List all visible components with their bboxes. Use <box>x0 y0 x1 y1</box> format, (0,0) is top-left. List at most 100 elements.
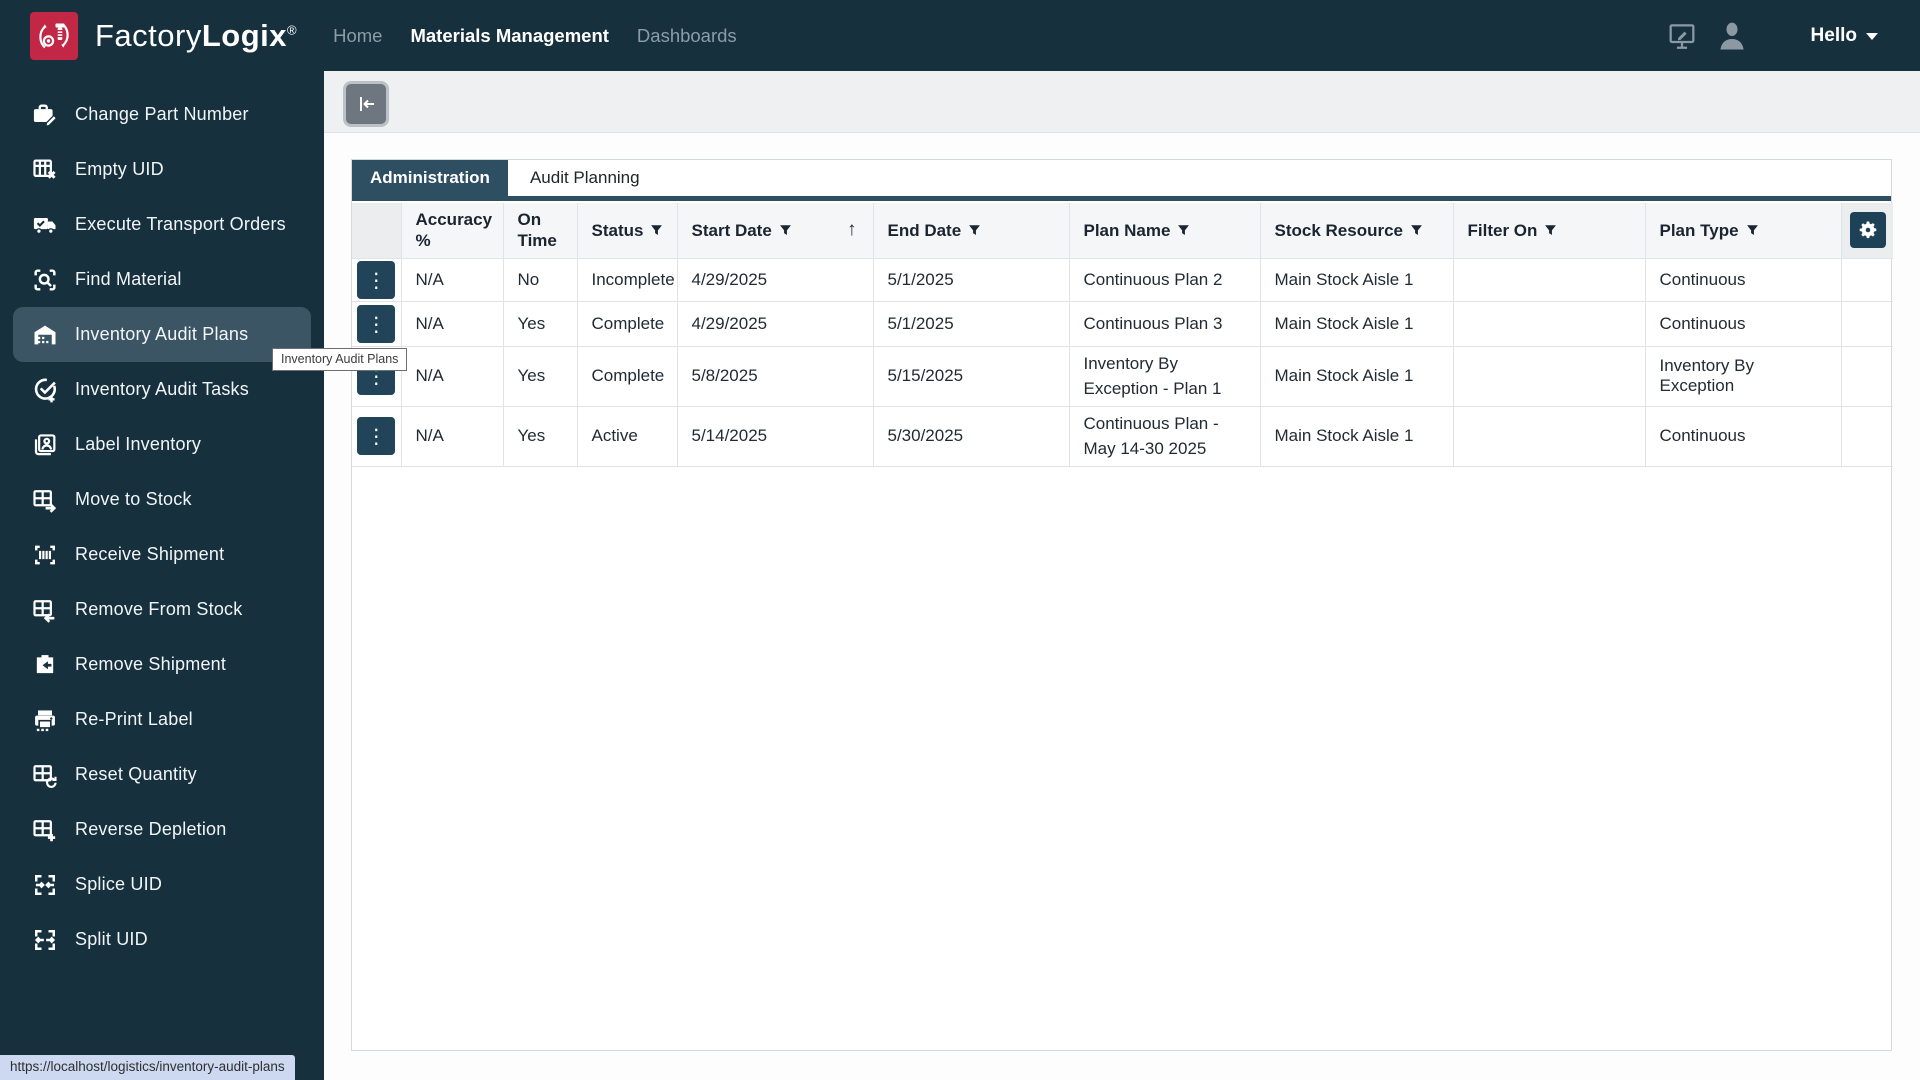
sidebar-item-change-part-number[interactable]: Change Part Number <box>13 87 311 142</box>
column-header-status[interactable]: Status <box>577 203 678 259</box>
sidebar-item-inventory-audit-tasks[interactable]: Inventory Audit Tasks <box>13 362 311 417</box>
column-header-plan-type[interactable]: Plan Type <box>1645 203 1842 259</box>
cell-plan-name: Continuous Plan - May 14-30 2025 <box>1069 406 1261 467</box>
sidebar-item-remove-shipment[interactable]: Remove Shipment <box>13 637 311 692</box>
sidebar-item-label-inventory[interactable]: Label Inventory <box>13 417 311 472</box>
sidebar-item-splice-uid[interactable]: Splice UID <box>13 857 311 912</box>
cell-start-date: 5/8/2025 <box>677 346 874 407</box>
sidebar-item-label: Inventory Audit Tasks <box>75 379 249 399</box>
header-column-settings <box>1841 203 1893 259</box>
row-actions-cell: ⋮ <box>352 301 402 347</box>
cell-filter-on <box>1453 301 1646 347</box>
cell-accuracy: N/A <box>401 406 504 467</box>
column-header-label: Stock Resource <box>1274 220 1404 240</box>
scan-barcode-icon <box>30 540 60 570</box>
gear-icon <box>1859 221 1877 239</box>
sidebar-item-label: Empty UID <box>75 159 164 179</box>
cell-status: Active <box>577 406 678 467</box>
cell-on-time: No <box>503 258 578 302</box>
filter-funnel-icon[interactable] <box>1746 224 1759 237</box>
cell-stock-resource: Main Stock Aisle 1 <box>1260 301 1454 347</box>
column-header-stock-resource[interactable]: Stock Resource <box>1260 203 1454 259</box>
empty-cell <box>1841 346 1893 407</box>
nav-item-home[interactable]: Home <box>333 24 383 46</box>
caret-down-icon <box>1866 33 1878 40</box>
cell-start-date: 4/29/2025 <box>677 258 874 302</box>
user-menu[interactable]: Hello <box>1811 25 1878 47</box>
empty-cell <box>1841 301 1893 347</box>
inventory-audit-plans-panel: Administration Audit Planning Accuracy %… <box>351 159 1893 1051</box>
factorylogix-logo-icon[interactable] <box>30 11 78 60</box>
brand-name: FactoryLogix® <box>95 17 298 53</box>
cell-filter-on <box>1453 406 1646 467</box>
row-menu-button[interactable]: ⋮ <box>357 417 396 455</box>
table-row[interactable]: ⋮ N/A Yes Active 5/14/2025 5/30/2025 Continuou… <box>352 406 1893 467</box>
row-menu-button[interactable]: ⋮ <box>357 260 396 299</box>
user-greeting: Hello <box>1810 24 1857 46</box>
scan-search-icon <box>30 265 60 295</box>
filter-funnel-icon[interactable] <box>650 224 663 237</box>
sidebar-item-re-print-label[interactable]: Re-Print Label <box>13 692 311 747</box>
cell-on-time: Yes <box>503 346 578 407</box>
sidebar-item-label: Reset Quantity <box>75 764 197 784</box>
badge-card-icon <box>30 430 60 460</box>
sidebar-item-label: Find Material <box>75 269 182 289</box>
column-header-filter-on[interactable]: Filter On <box>1453 203 1646 259</box>
tab-audit-planning[interactable]: Audit Planning <box>529 168 640 187</box>
tab-administration[interactable]: Administration <box>352 160 508 196</box>
filter-funnel-icon[interactable] <box>779 224 792 237</box>
top-bar-right: Hello <box>1649 19 1920 53</box>
sidebar-item-execute-transport-orders[interactable]: Execute Transport Orders <box>13 197 311 252</box>
empty-cell <box>1841 406 1893 467</box>
column-header-label: Start Date <box>691 220 772 240</box>
column-header-label: On Time <box>517 210 557 251</box>
cell-plan-type: Continuous <box>1645 301 1842 347</box>
sidebar-item-remove-from-stock[interactable]: Remove From Stock <box>13 582 311 637</box>
nav-item-dashboards[interactable]: Dashboards <box>636 24 737 46</box>
table-row[interactable]: ⋮ N/A Yes Complete 4/29/2025 5/1/2025 Continuo… <box>352 301 1893 347</box>
filter-funnel-icon[interactable] <box>968 224 981 237</box>
filter-funnel-icon[interactable] <box>1544 224 1557 237</box>
cell-start-date: 5/14/2025 <box>677 406 874 467</box>
sidebar-tooltip: Inventory Audit Plans <box>272 348 408 371</box>
empty-cell <box>1841 258 1893 302</box>
column-header-plan-name[interactable]: Plan Name <box>1069 203 1261 259</box>
sidebar-item-empty-uid[interactable]: Empty UID <box>13 142 311 197</box>
sidebar-item-inventory-audit-plans[interactable]: Inventory Audit Plans <box>13 307 311 362</box>
cell-stock-resource: Main Stock Aisle 1 <box>1260 346 1454 407</box>
sidebar-item-reverse-depletion[interactable]: Reverse Depletion <box>13 802 311 857</box>
filter-funnel-icon[interactable] <box>1410 224 1423 237</box>
table-row[interactable]: ⋮ N/A Yes Complete 5/8/2025 5/15/2025 Inventor… <box>352 346 1893 407</box>
screen-edit-icon[interactable] <box>1665 19 1699 53</box>
cell-plan-type: Inventory By Exception <box>1645 346 1842 407</box>
nav-item-materials-management[interactable]: Materials Management <box>410 24 609 46</box>
filter-funnel-icon[interactable] <box>1177 224 1190 237</box>
column-header-accuracy: Accuracy % <box>401 203 504 259</box>
cell-stock-resource: Main Stock Aisle 1 <box>1260 258 1454 302</box>
tag-arrow-left-icon <box>30 650 60 680</box>
cell-plan-name: Inventory By Exception - Plan 1 <box>1069 346 1261 407</box>
sort-ascending-icon[interactable]: ↑ <box>847 219 857 241</box>
sidebar-item-move-to-stock[interactable]: Move to Stock <box>13 472 311 527</box>
column-header-label: Status <box>591 220 644 240</box>
column-header-end-date[interactable]: End Date <box>873 203 1070 259</box>
column-header-start-date[interactable]: Start Date ↑ <box>677 203 874 259</box>
sidebar-item-label: Splice UID <box>75 874 163 894</box>
sidebar-item-reset-quantity[interactable]: Reset Quantity <box>13 747 311 802</box>
cell-status: Incomplete <box>577 258 678 302</box>
column-settings-button[interactable] <box>1850 212 1887 249</box>
printer-icon <box>30 705 60 735</box>
content-toolbar <box>324 71 1920 133</box>
user-avatar-icon[interactable] <box>1715 19 1749 53</box>
sidebar-item-label: Remove Shipment <box>75 654 227 674</box>
collapse-sidebar-button[interactable] <box>343 81 389 127</box>
table-row[interactable]: ⋮ N/A No Incomplete 4/29/2025 5/1/2025 Continu… <box>352 258 1893 302</box>
sidebar-item-receive-shipment[interactable]: Receive Shipment <box>13 527 311 582</box>
briefcase-pencil-icon <box>30 100 60 130</box>
row-actions-cell: ⋮ <box>352 346 402 407</box>
cell-end-date: 5/15/2025 <box>873 346 1070 407</box>
sidebar-item-find-material[interactable]: Find Material <box>13 252 311 307</box>
row-menu-button[interactable]: ⋮ <box>357 304 396 343</box>
collapse-left-icon <box>360 97 374 111</box>
sidebar-item-split-uid[interactable]: Split UID <box>13 912 311 967</box>
